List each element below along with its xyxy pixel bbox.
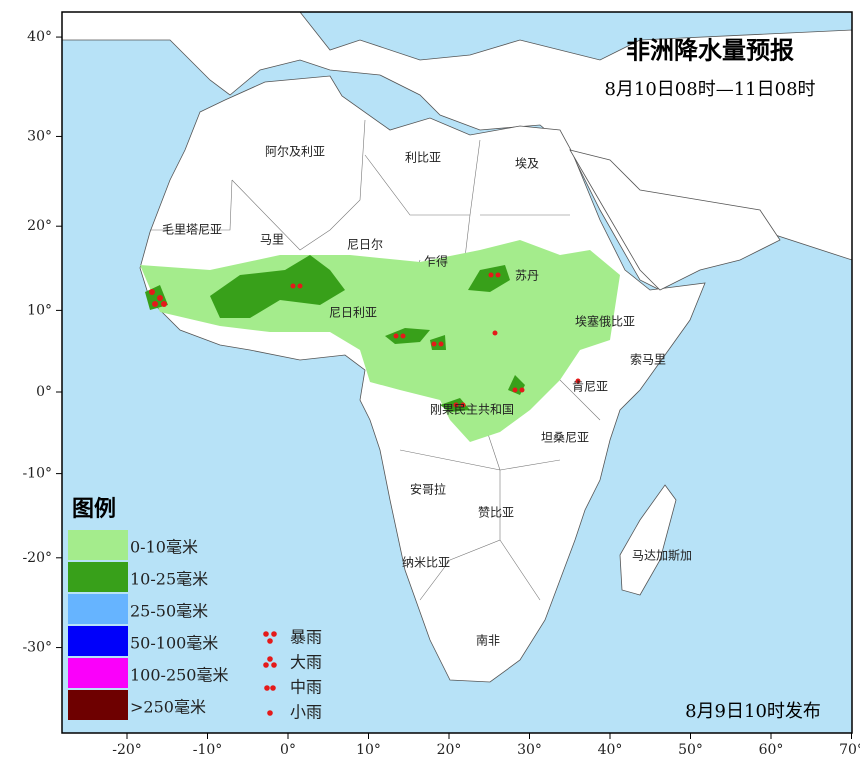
lon-tick-label: 70° bbox=[839, 742, 860, 758]
country-label: 马达加斯加 bbox=[632, 549, 692, 563]
lon-tick-label: 20° bbox=[437, 742, 462, 758]
subtitle: 8月10日08时—11日08时 bbox=[604, 79, 815, 100]
lon-tick-label: -10° bbox=[193, 742, 223, 758]
country-label: 纳米比亚 bbox=[402, 556, 450, 570]
lon-tick-label: 50° bbox=[678, 742, 703, 758]
lat-tick-label: 30° bbox=[27, 128, 52, 144]
lon-tick-label: 30° bbox=[517, 742, 542, 758]
country-label: 埃塞俄比亚 bbox=[575, 314, 635, 329]
lat-tick-label: -20° bbox=[22, 550, 52, 566]
legend-dot bbox=[267, 656, 273, 662]
title: 非洲降水量预报 bbox=[626, 36, 794, 65]
country-label: 索马里 bbox=[630, 353, 666, 367]
legend-swatch bbox=[68, 562, 128, 592]
legend-label: >250毫米 bbox=[130, 698, 206, 717]
lat-tick-label: -30° bbox=[22, 640, 52, 656]
country-label: 刚果民主共和国 bbox=[430, 403, 514, 417]
legend-swatch bbox=[68, 626, 128, 656]
legend-swatch bbox=[68, 690, 128, 720]
legend-dot bbox=[270, 685, 276, 691]
lon-tick-label: -20° bbox=[112, 742, 142, 758]
legend-dot-label: 大雨 bbox=[290, 653, 322, 672]
country-label: 阿尔及利亚 bbox=[265, 144, 325, 159]
lat-tick-label: 20° bbox=[27, 218, 52, 234]
lat-tick-label: 40° bbox=[27, 29, 52, 45]
country-label: 马里 bbox=[260, 233, 284, 247]
lon-tick-label: 10° bbox=[356, 742, 381, 758]
footer: 8月9日10时发布 bbox=[685, 701, 821, 722]
rain-areas bbox=[140, 240, 620, 442]
country-label: 苏丹 bbox=[515, 269, 539, 283]
country-label: 坦桑尼亚 bbox=[541, 431, 589, 445]
legend-dot bbox=[263, 662, 269, 668]
legend-swatch bbox=[68, 658, 128, 688]
lon-tick-label: 60° bbox=[759, 742, 784, 758]
country-label: 南非 bbox=[476, 633, 500, 648]
legend-dot-label: 小雨 bbox=[290, 703, 322, 722]
country-label: 乍得 bbox=[424, 254, 448, 269]
lon-tick-label: 40° bbox=[598, 742, 623, 758]
lat-tick-label: -10° bbox=[22, 466, 52, 482]
legend-dot bbox=[267, 710, 273, 716]
legend-dot bbox=[267, 638, 273, 644]
legend-label: 25-50毫米 bbox=[130, 602, 208, 621]
legend-title: 图例 bbox=[72, 496, 116, 522]
lon-tick-label: 0° bbox=[280, 742, 296, 758]
legend-dot bbox=[271, 631, 277, 637]
country-label: 安哥拉 bbox=[410, 482, 446, 497]
legend-dot-label: 中雨 bbox=[290, 678, 322, 697]
legend-dot bbox=[263, 631, 269, 637]
lat-tick-label: 10° bbox=[27, 302, 52, 318]
legend-dot bbox=[264, 685, 270, 691]
legend-dot-label: 暴雨 bbox=[290, 628, 322, 647]
legend-label: 100-250毫米 bbox=[130, 666, 229, 685]
country-label: 尼日尔 bbox=[347, 237, 383, 252]
rain-dots bbox=[149, 272, 581, 408]
country-label: 肯尼亚 bbox=[572, 380, 608, 394]
lat-tick-label: 0° bbox=[36, 384, 52, 400]
frame bbox=[61, 11, 853, 734]
country-label: 尼日利亚 bbox=[329, 306, 377, 320]
country-label: 毛里塔尼亚 bbox=[162, 223, 222, 237]
legend-swatch bbox=[68, 530, 128, 560]
country-label: 赞比亚 bbox=[478, 506, 514, 520]
country-labels: 阿尔及利亚 利比亚 埃及 毛里塔尼亚 马里 尼日尔 乍得 苏丹 尼日利亚 埃塞俄… bbox=[162, 144, 692, 648]
legend-label: 50-100毫米 bbox=[130, 634, 218, 653]
legend-dot bbox=[271, 662, 277, 668]
legend-swatch bbox=[68, 594, 128, 624]
legend-label: 0-10毫米 bbox=[130, 538, 198, 557]
country-label: 埃及 bbox=[515, 157, 539, 171]
legend-label: 10-25毫米 bbox=[130, 570, 208, 589]
country-label: 利比亚 bbox=[405, 151, 441, 165]
